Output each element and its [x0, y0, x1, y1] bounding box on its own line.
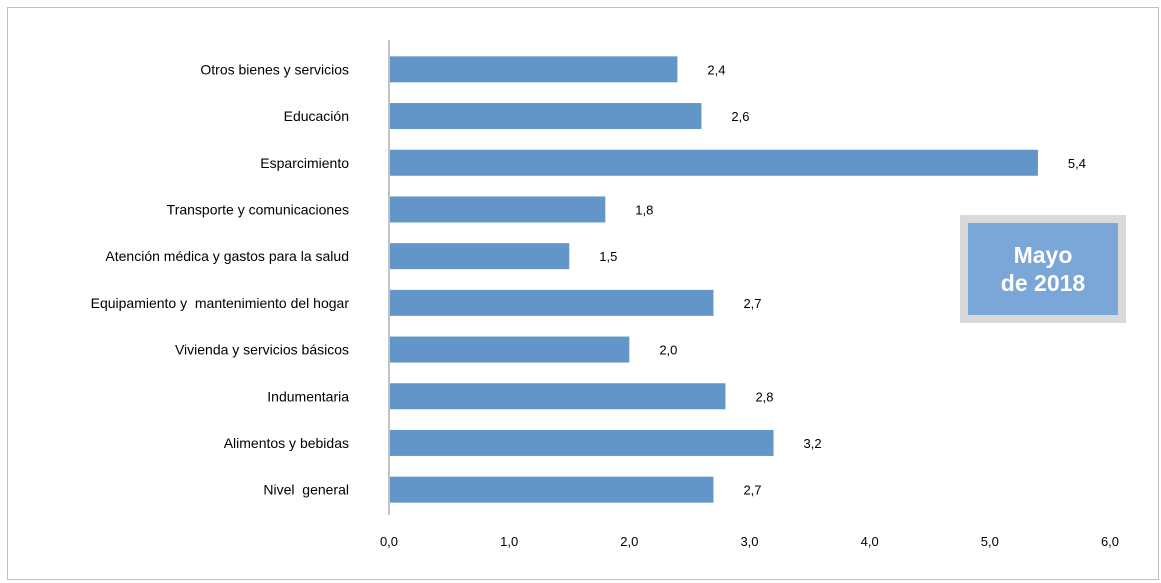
x-tick-label: 6,0	[1101, 534, 1119, 549]
value-label: 3,2	[804, 436, 822, 451]
category-label: Otros bienes y servicios	[200, 61, 349, 77]
value-label: 1,8	[635, 202, 653, 217]
bar-3	[390, 383, 726, 410]
value-label: 1,5	[599, 249, 617, 264]
value-label: 2,6	[731, 109, 749, 124]
bar-7	[390, 196, 606, 223]
category-label: Atención médica y gastos para la salud	[105, 248, 349, 264]
bar-2	[390, 429, 774, 456]
category-label: Nivel general	[263, 482, 349, 498]
period-badge-inner: Mayo de 2018	[968, 223, 1118, 315]
x-tick-label: 2,0	[620, 534, 638, 549]
bar-5	[390, 289, 714, 316]
bar-9	[390, 103, 702, 130]
bar-8	[390, 149, 1038, 176]
bar-4	[390, 336, 630, 363]
x-tick-label: 1,0	[500, 534, 518, 549]
x-tick-label: 0,0	[380, 534, 398, 549]
value-label: 2,4	[707, 62, 725, 77]
category-label: Transporte y comunicaciones	[167, 201, 349, 217]
value-label: 2,7	[743, 483, 761, 498]
category-label: Equipamiento y mantenimiento del hogar	[91, 295, 350, 311]
period-badge: Mayo de 2018	[960, 215, 1126, 323]
value-label: 2,7	[743, 296, 761, 311]
bar-10	[390, 56, 678, 83]
value-label: 2,8	[755, 389, 773, 404]
value-label: 5,4	[1068, 156, 1086, 171]
period-badge-year: de 2018	[1000, 270, 1086, 296]
period-badge-month: Mayo	[1013, 242, 1073, 268]
x-tick-label: 4,0	[861, 534, 879, 549]
bar-6	[390, 243, 570, 270]
x-tick-label: 3,0	[740, 534, 758, 549]
category-label: Indumentaria	[267, 388, 349, 404]
category-label: Vivienda y servicios básicos	[175, 342, 349, 358]
value-label: 2,0	[659, 343, 677, 358]
category-label: Alimentos y bebidas	[224, 435, 349, 451]
category-label: Esparcimiento	[260, 155, 349, 171]
category-label: Educación	[284, 108, 349, 124]
x-tick-label: 5,0	[981, 534, 999, 549]
bar-1	[390, 476, 714, 503]
